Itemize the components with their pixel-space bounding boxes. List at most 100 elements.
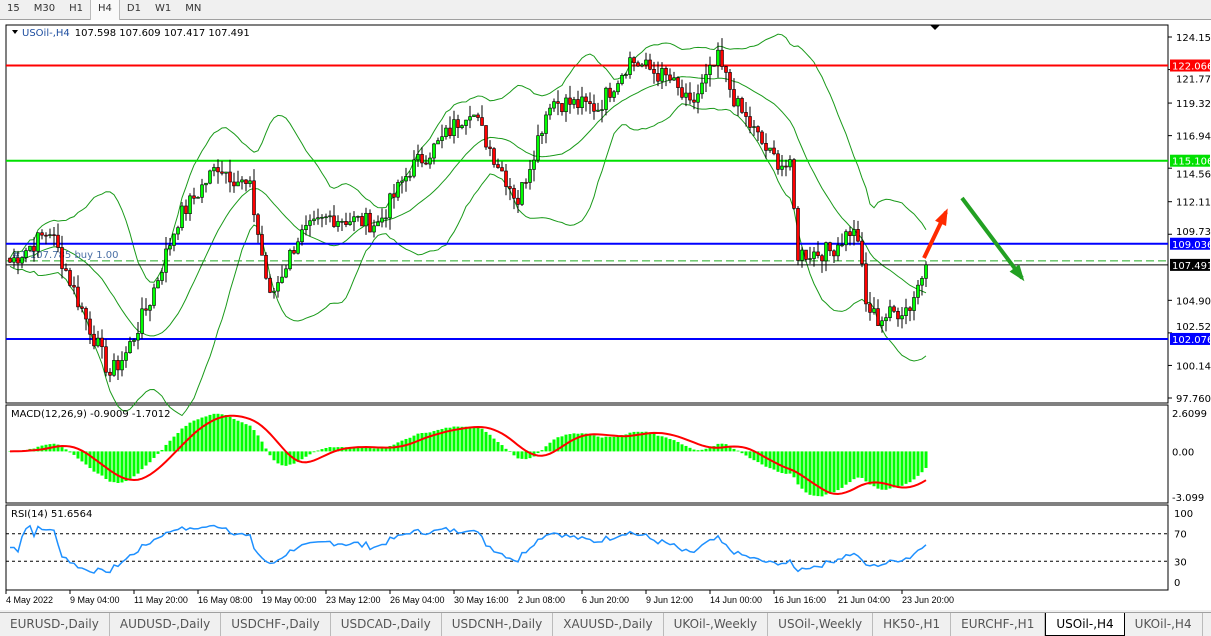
candle-body: [68, 270, 72, 286]
candle-body: [16, 257, 20, 264]
dropdown-triangle-icon: [12, 30, 18, 34]
candle-body: [516, 197, 520, 205]
candle-body: [396, 182, 400, 198]
chart-tab[interactable]: USDCHF-,Daily: [221, 613, 331, 636]
macd-bar: [764, 451, 768, 467]
candle-body: [804, 249, 808, 260]
chart-tab[interactable]: UKOil-,Weekly: [664, 613, 769, 636]
chart-tab[interactable]: EURUSD-,Daily: [0, 613, 110, 636]
macd-bar: [180, 428, 184, 452]
candle: [420, 147, 424, 168]
candle: [244, 179, 248, 192]
candle: [756, 125, 760, 141]
candle-body: [180, 205, 184, 228]
timeframe-15[interactable]: 15: [7, 3, 20, 14]
timeframe-M30[interactable]: M30: [33, 3, 56, 14]
chart-tab[interactable]: USDCAD-,Daily: [331, 613, 442, 636]
macd-bar: [576, 433, 580, 452]
y-tick-label: 97.760: [1176, 394, 1211, 405]
candle-body: [212, 167, 216, 172]
candle: [796, 206, 800, 266]
candle: [440, 124, 444, 149]
candle: [924, 261, 928, 288]
chart-tab[interactable]: USOil-,Weekly: [768, 613, 874, 636]
candle: [500, 161, 504, 172]
timeframe-H1[interactable]: H1: [69, 3, 83, 14]
candle-body: [676, 77, 680, 88]
candle-body: [480, 117, 484, 126]
candle-body: [384, 217, 388, 220]
candle-body: [772, 147, 776, 155]
timeframe-D1[interactable]: D1: [126, 3, 141, 14]
candle: [280, 265, 284, 284]
macd-bar: [132, 451, 136, 477]
candle-body: [168, 245, 172, 250]
macd-bar: [864, 451, 868, 482]
candle-body: [416, 154, 420, 161]
candle: [572, 96, 576, 109]
candle-body: [288, 250, 292, 270]
arrow-shaft: [960, 196, 1024, 280]
candle-body: [192, 195, 196, 199]
candle: [592, 94, 596, 120]
candle-body: [184, 205, 188, 214]
candle: [12, 248, 16, 268]
candle-body: [200, 184, 204, 198]
candle: [696, 84, 700, 114]
candle: [560, 103, 564, 116]
candle-body: [596, 109, 600, 112]
macd-bar: [508, 451, 512, 453]
candle-body: [500, 167, 504, 172]
macd-bar: [80, 451, 84, 462]
candle: [688, 82, 692, 105]
candle: [828, 241, 832, 256]
macd-bar: [732, 448, 736, 452]
candle: [40, 229, 44, 240]
chart-canvas[interactable]: #1 107.785 buy 1.00 USOil-,H4 107.598 107.…: [0, 20, 1211, 610]
candle: [248, 176, 252, 188]
candle-body: [88, 318, 92, 335]
chart-window[interactable]: #1 107.785 buy 1.00 USOil-,H4 107.598 107.…: [0, 20, 1211, 610]
chart-panel: [5, 404, 1169, 504]
candle: [716, 42, 720, 78]
chart-tab[interactable]: XAUUSD-,Daily: [553, 613, 664, 636]
macd-bar: [696, 450, 700, 452]
chart-tab[interactable]: USDCNH-,Daily: [442, 613, 554, 636]
candle-body: [844, 231, 848, 246]
candle-body: [532, 159, 536, 170]
macd-bar: [844, 451, 848, 485]
chart-tab[interactable]: AUDUSD-,Daily: [110, 613, 222, 636]
chart-tab[interactable]: HK50-,H1: [873, 613, 952, 636]
candle-body: [424, 162, 428, 165]
chart-tab[interactable]: EURCHF-,H1: [951, 613, 1046, 636]
candle-body: [20, 257, 24, 264]
timeframe-MN[interactable]: MN: [185, 3, 202, 14]
candle: [256, 213, 260, 243]
timeframe-H4[interactable]: H4: [89, 0, 120, 20]
candle: [580, 86, 584, 115]
candle: [808, 246, 812, 264]
macd-bar: [288, 451, 292, 465]
timeframe-W1[interactable]: W1: [154, 3, 172, 14]
candle: [308, 214, 312, 237]
candle: [548, 103, 552, 120]
chart-header: USOil-,H4 107.598 107.609 107.417 107.491: [22, 28, 250, 39]
macd-tick-label: 0.00: [1172, 447, 1194, 458]
candle: [128, 336, 132, 354]
candle: [448, 116, 452, 139]
macd-bar: [828, 451, 832, 494]
macd-bar: [656, 435, 660, 452]
macd-bar: [416, 433, 420, 452]
macd-bar: [420, 433, 424, 452]
macd-bar: [220, 414, 224, 452]
macd-bar: [544, 446, 548, 452]
candle-body: [380, 217, 384, 223]
candle: [52, 226, 56, 247]
candle: [892, 304, 896, 314]
candle: [636, 60, 640, 67]
chart-tab[interactable]: USOil-,H4: [1045, 613, 1125, 636]
price-level-tag: [1170, 237, 1210, 250]
chart-tab[interactable]: UKOil-,H4: [1125, 613, 1203, 636]
candle: [156, 277, 160, 289]
candle: [624, 72, 628, 79]
